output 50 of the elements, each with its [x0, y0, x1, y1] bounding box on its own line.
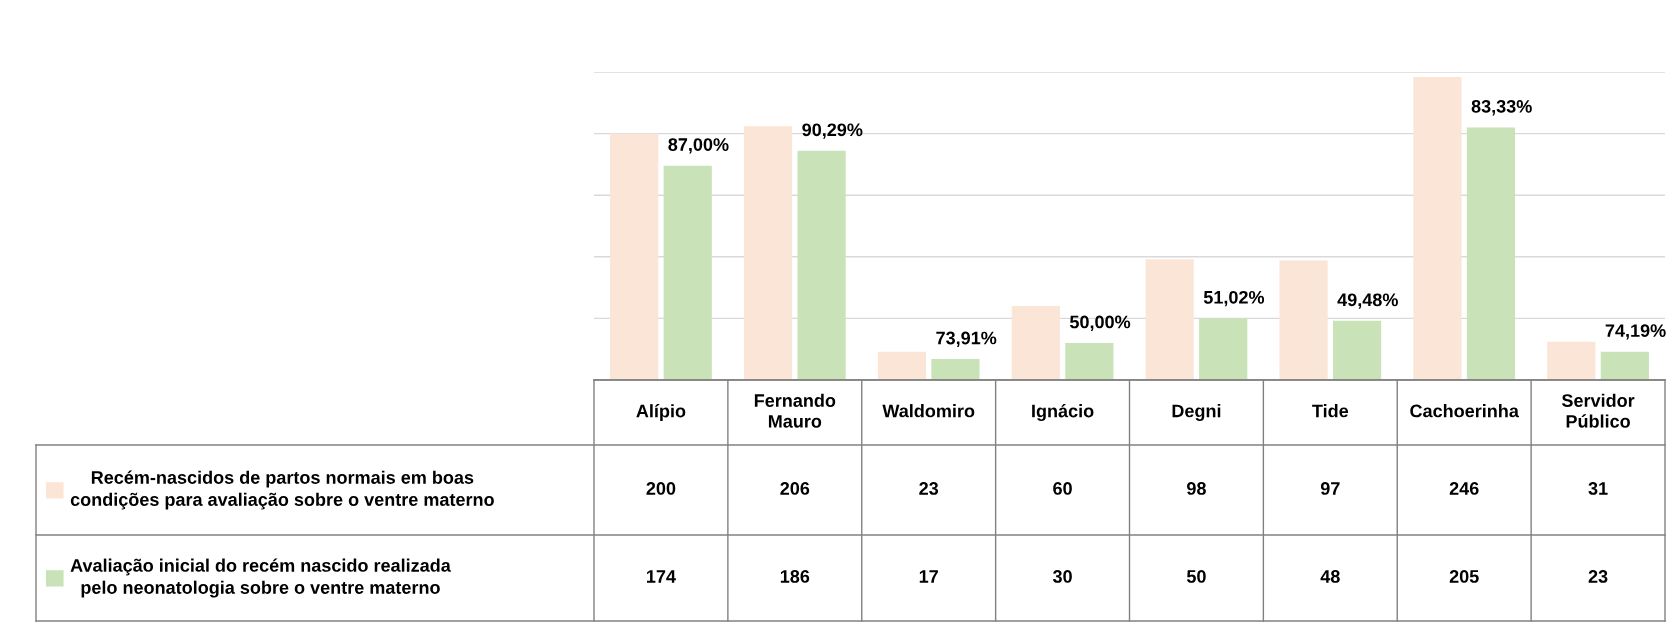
bar: [1600, 351, 1649, 380]
legend-label: Recém-nascidos de partos normais em boas condições para avaliação sobre o ventre materno: [70, 470, 494, 510]
bar: [610, 133, 659, 380]
annotation: 51,02%: [1203, 290, 1265, 307]
bar: [663, 165, 712, 380]
x-tick-label: Alípio: [636, 404, 686, 421]
annotation: 49,48%: [1337, 293, 1398, 309]
data-label: 97: [1320, 482, 1340, 495]
bar: [1011, 306, 1060, 380]
bar: [877, 351, 927, 380]
data-label: 186: [780, 570, 810, 583]
x-tick-label: Fernando Mauro: [754, 393, 836, 428]
bar: [1279, 260, 1328, 380]
x-tick-label: Cachoerinha: [1410, 404, 1519, 418]
data-label: 48: [1320, 570, 1340, 583]
bar: [1199, 318, 1248, 380]
bar: [1466, 127, 1516, 380]
data-label: 60: [1053, 482, 1072, 495]
legend-label: Avaliação inicial do recém nascido realizada pelo neonatologia sobre o ventre materno: [70, 558, 451, 598]
data-label: 246: [1449, 482, 1479, 495]
data-label: 23: [1588, 570, 1608, 583]
data-label: 23: [919, 482, 939, 495]
data-label: 30: [1052, 570, 1072, 583]
bar: [1413, 76, 1462, 380]
annotation: 74,19%: [1605, 324, 1666, 340]
x-tick-label: Tide: [1312, 404, 1349, 418]
data-label: 200: [646, 482, 676, 495]
annotation: 50,00%: [1069, 315, 1131, 331]
bar: [1145, 259, 1194, 380]
data-label: 174: [647, 570, 676, 583]
data-label: 31: [1588, 482, 1608, 495]
bar: [797, 150, 846, 380]
data-label: 206: [780, 482, 810, 495]
annotation: 90,29%: [802, 123, 863, 139]
bar: [1332, 320, 1382, 380]
bar: [1065, 343, 1114, 380]
bar: [1547, 341, 1596, 380]
annotation: 73,91%: [936, 331, 997, 347]
annotation: 87,00%: [668, 138, 729, 154]
annotation: 83,33%: [1471, 99, 1532, 116]
x-tick-label: Waldomiro: [882, 404, 975, 418]
data-label: 205: [1449, 570, 1479, 583]
x-tick-label: Degni: [1172, 404, 1221, 421]
bar: [743, 126, 793, 380]
x-tick-label: Servidor Público: [1561, 393, 1635, 428]
bar: [931, 359, 980, 380]
x-tick-label: Ignácio: [1032, 403, 1094, 422]
data-label: 17: [919, 570, 938, 583]
data-label: 50: [1186, 570, 1206, 583]
data-label: 98: [1187, 482, 1206, 495]
